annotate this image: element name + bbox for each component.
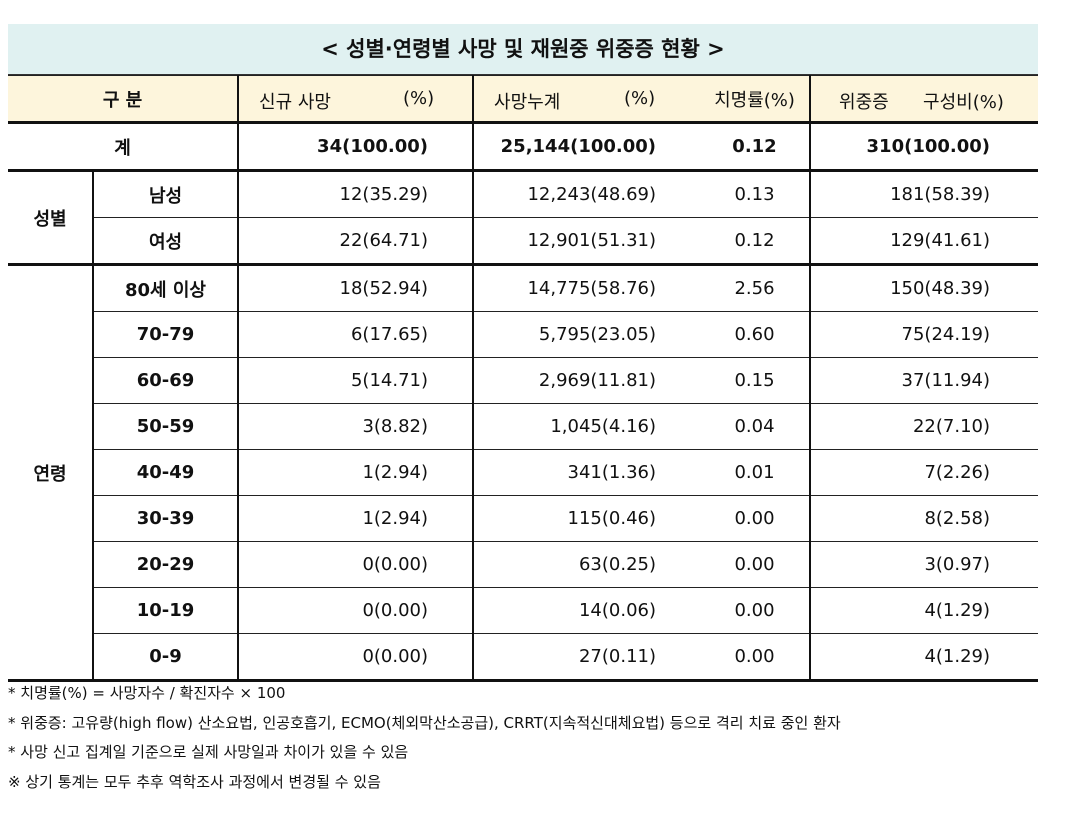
header-text: 사망누계 <box>494 92 561 113</box>
header-cell: 위중증 구성비(%) <box>809 75 1039 123</box>
value-cell: 0.01 <box>700 449 811 496</box>
row-label: 60-69 <box>91 357 239 404</box>
header-text: 위중증 <box>839 92 889 113</box>
data-row: 연령 80세 이상 18(52.94) 14,775(58.76) 2.56 150(48… <box>8 264 1039 682</box>
row-label: 계 <box>8 122 239 172</box>
data-row: 10-19 0(0.00) 14(0.06) 0.00 4(1.29) <box>8 587 1039 634</box>
header-cell: 치명률(%) <box>700 75 811 123</box>
row-label: 20-29 <box>91 541 239 588</box>
value-cell: 115(0.46) <box>472 495 701 542</box>
note: * 사망 신고 집계일 기준으로 실제 사망일과 차이가 있을 수 있음 <box>8 743 409 761</box>
value-cell: 310(100.00) <box>809 122 1039 172</box>
value-cell: 75(24.19) <box>809 311 1039 358</box>
value-cell: 5(14.71) <box>237 357 474 404</box>
value-cell: 12(35.29) <box>237 170 474 218</box>
value-cell: 0(0.00) <box>237 633 474 682</box>
row-label: 0-9 <box>91 633 239 682</box>
value-cell: 37(11.94) <box>809 357 1039 404</box>
data-row: 여성 22(64.71) 12,901(51.31) 0.12 129(41.61) <box>8 217 1039 266</box>
data-row: 0-9 0(0.00) 27(0.11) 0.00 4(1.29) <box>8 633 1039 682</box>
data-row: 40-49 1(2.94) 341(1.36) 0.01 7(2.26) <box>8 449 1039 496</box>
value-cell: 34(100.00) <box>237 122 474 172</box>
value-cell: 27(0.11) <box>472 633 701 682</box>
value-cell: 341(1.36) <box>472 449 701 496</box>
value-cell: 6(17.65) <box>237 311 474 358</box>
note: * 치명률(%) = 사망자수 / 확진자수 × 100 <box>8 684 286 702</box>
value-cell: 8(2.58) <box>809 495 1039 542</box>
value-cell: 25,144(100.00) <box>472 122 701 172</box>
value-cell: 14(0.06) <box>472 587 701 634</box>
total-row: 계 34(100.00) 25,144(100.00) 0.12 310(100.00) <box>8 122 1039 172</box>
value-cell: 1(2.94) <box>237 495 474 542</box>
header-cell: 신규 사망 (%) <box>237 75 474 123</box>
row-label: 50-59 <box>91 403 239 450</box>
data-row: 50-59 3(8.82) 1,045(4.16) 0.04 22(7.10) <box>8 403 1039 450</box>
value-cell: 22(64.71) <box>237 217 474 266</box>
group-label: 연령 <box>8 264 93 682</box>
value-cell: 7(2.26) <box>809 449 1039 496</box>
value-cell: 2.56 <box>700 264 811 312</box>
value-cell: 0.12 <box>700 217 811 266</box>
row-label: 여성 <box>91 217 239 266</box>
header-cell: 사망누계 (%) <box>472 75 701 123</box>
header-text: (%) <box>403 88 435 109</box>
row-label: 30-39 <box>91 495 239 542</box>
data-row: 20-29 0(0.00) 63(0.25) 0.00 3(0.97) <box>8 541 1039 588</box>
note: * 위중증: 고유량(high flow) 산소요법, 인공호흡기, ECMO(… <box>8 713 841 732</box>
header-row: 구 분 신규 사망 (%) 사망누계 (%) 치명률(%) 위중증 구성비(%) <box>8 75 1039 123</box>
data-row: 성별 남성 12(35.29) 12,243(48.69) 0.13 181(58.39) <box>8 170 1039 266</box>
note: ※ 상기 통계는 모두 추후 역학조사 과정에서 변경될 수 있음 <box>8 772 381 791</box>
value-cell: 14,775(58.76) <box>472 264 701 312</box>
value-cell: 150(48.39) <box>809 264 1039 312</box>
value-cell: 0(0.00) <box>237 541 474 588</box>
header-text: 신규 사망 <box>259 92 331 113</box>
value-cell: 5,795(23.05) <box>472 311 701 358</box>
value-cell: 0.00 <box>700 495 811 542</box>
title: < 성별·연령별 사망 및 재원중 위중증 현황 > <box>8 24 1038 75</box>
row-label: 40-49 <box>91 449 239 496</box>
value-cell: 0.00 <box>700 633 811 682</box>
value-cell: 0.00 <box>700 587 811 634</box>
header-cell: 구 분 <box>8 75 239 123</box>
notes: * 치명률(%) = 사망자수 / 확진자수 × 100 * 위중증: 고유량(h… <box>8 680 841 798</box>
value-cell: 0.15 <box>700 357 811 404</box>
value-cell: 181(58.39) <box>809 170 1039 218</box>
value-cell: 0.13 <box>700 170 811 218</box>
value-cell: 4(1.29) <box>809 587 1039 634</box>
value-cell: 1,045(4.16) <box>472 403 701 450</box>
value-cell: 3(8.82) <box>237 403 474 450</box>
data-row: 30-39 1(2.94) 115(0.46) 0.00 8(2.58) <box>8 495 1039 542</box>
row-label: 남성 <box>91 170 239 218</box>
value-cell: 2,969(11.81) <box>472 357 701 404</box>
value-cell: 0.00 <box>700 541 811 588</box>
value-cell: 18(52.94) <box>237 264 474 312</box>
value-cell: 12,243(48.69) <box>472 170 701 218</box>
value-cell: 0.12 <box>700 122 811 172</box>
value-cell: 4(1.29) <box>809 633 1039 682</box>
value-cell: 22(7.10) <box>809 403 1039 450</box>
value-cell: 129(41.61) <box>809 217 1039 266</box>
value-cell: 3(0.97) <box>809 541 1039 588</box>
header-text: 구성비(%) <box>923 92 1004 113</box>
header-text: (%) <box>624 88 656 109</box>
data-row: 70-79 6(17.65) 5,795(23.05) 0.60 75(24.19) <box>8 311 1039 358</box>
data-row: 60-69 5(14.71) 2,969(11.81) 0.15 37(11.94) <box>8 357 1039 404</box>
report: < 성별·연령별 사망 및 재원중 위중증 현황 > 구 분 신규 사망 (%) … <box>8 24 1039 791</box>
value-cell: 12,901(51.31) <box>472 217 701 266</box>
value-cell: 63(0.25) <box>472 541 701 588</box>
row-label: 10-19 <box>91 587 239 634</box>
row-label: 70-79 <box>91 311 239 358</box>
value-cell: 1(2.94) <box>237 449 474 496</box>
row-label: 80세 이상 <box>91 264 239 312</box>
group-label: 성별 <box>8 170 93 266</box>
value-cell: 0.04 <box>700 403 811 450</box>
value-cell: 0.60 <box>700 311 811 358</box>
value-cell: 0(0.00) <box>237 587 474 634</box>
